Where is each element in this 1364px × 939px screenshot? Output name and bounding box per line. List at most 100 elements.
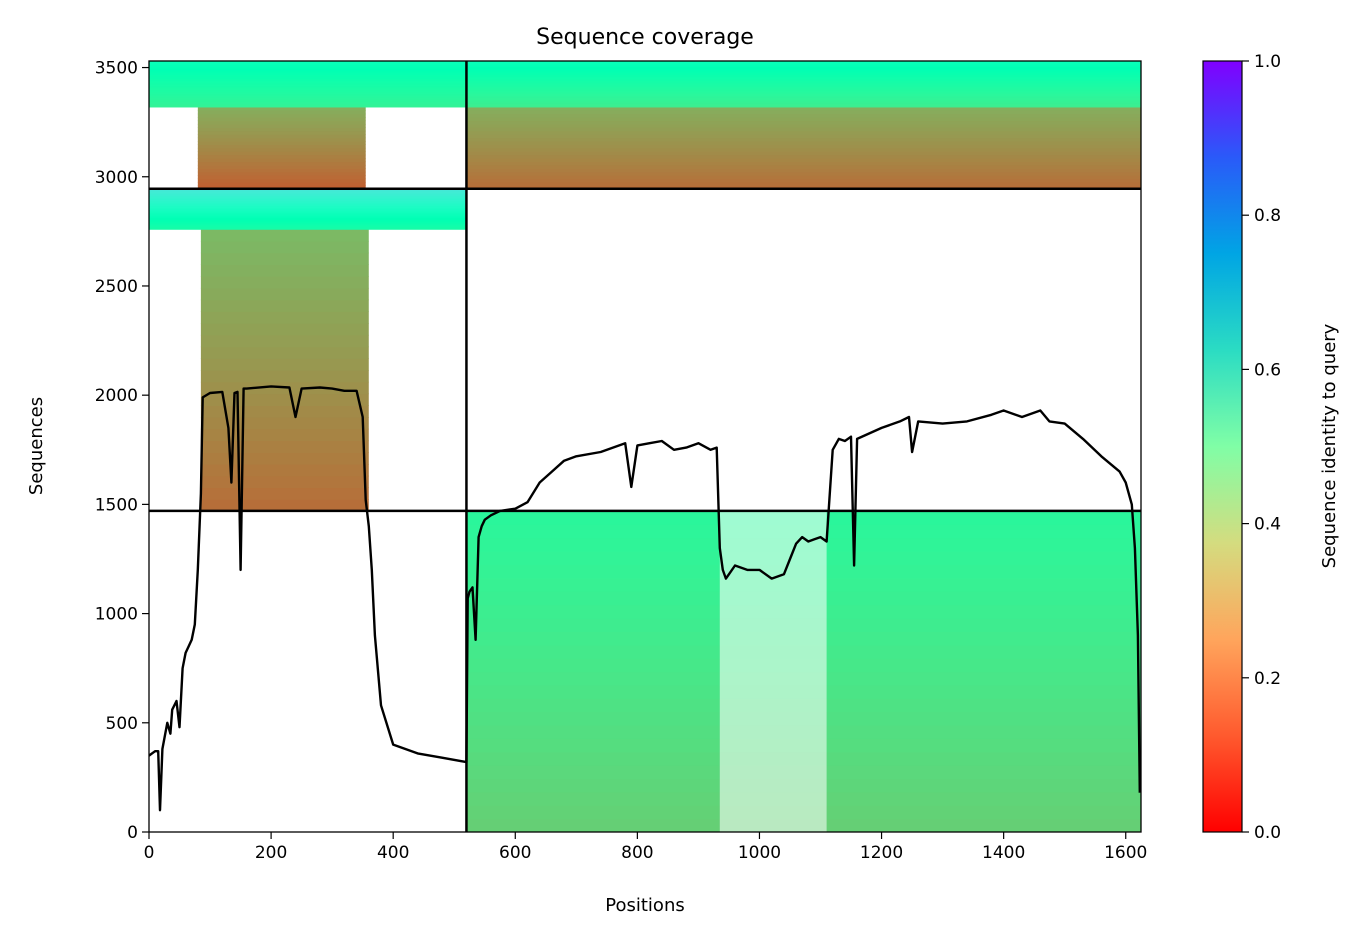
msa-band bbox=[197, 120, 366, 125]
msa-block-chain-A-unpaired-upper-core bbox=[197, 106, 366, 190]
msa-band bbox=[197, 140, 366, 146]
x-tick-label: 800 bbox=[621, 843, 653, 863]
colorbar-gradient bbox=[1202, 60, 1243, 833]
msa-band bbox=[197, 175, 366, 180]
msa-band bbox=[149, 103, 467, 106]
msa-band bbox=[466, 154, 1141, 159]
msa-band bbox=[466, 83, 1141, 87]
plot-area bbox=[148, 60, 1142, 833]
colorbar-tick-label: 0.8 bbox=[1254, 206, 1281, 226]
msa-band bbox=[466, 181, 1141, 186]
x-tick-label: 1400 bbox=[982, 843, 1025, 863]
msa-band bbox=[197, 144, 366, 149]
msa-band bbox=[466, 127, 1141, 132]
msa-band bbox=[149, 222, 467, 225]
x-axis: 0 200 400 600 800 1000 1200 1400 1600 bbox=[144, 832, 1147, 863]
y-tick-label: 0 bbox=[127, 823, 138, 843]
msa-band bbox=[466, 93, 1141, 97]
x-tick-label: 1600 bbox=[1104, 843, 1147, 863]
y-tick-label: 1500 bbox=[95, 495, 138, 515]
x-tick-label: 400 bbox=[377, 843, 409, 863]
msa-band bbox=[149, 61, 467, 64]
msa-band bbox=[200, 311, 369, 324]
msa-band bbox=[149, 193, 467, 197]
colorbar: 0.0 0.2 0.4 0.6 0.8 1.0 Sequence identity to … bbox=[1202, 52, 1340, 843]
y-axis: 0 500 1000 1500 2000 2500 3000 3500 bbox=[95, 59, 149, 843]
x-tick-label: 200 bbox=[255, 843, 287, 863]
msa-band bbox=[466, 78, 1141, 81]
msa-band bbox=[466, 175, 1141, 180]
msa-band bbox=[466, 74, 1141, 77]
msa-band bbox=[466, 89, 1141, 93]
msa-band bbox=[149, 82, 467, 85]
msa-band bbox=[200, 299, 369, 312]
msa-band bbox=[466, 144, 1141, 149]
x-axis-label: Positions bbox=[605, 895, 684, 916]
msa-band bbox=[149, 89, 467, 93]
msa-band bbox=[197, 110, 366, 115]
msa-band bbox=[466, 85, 1141, 89]
msa-band bbox=[466, 70, 1141, 74]
msa-band bbox=[466, 82, 1141, 85]
msa-band bbox=[149, 104, 467, 108]
msa-band bbox=[466, 103, 1141, 106]
msa-band bbox=[466, 106, 1141, 111]
msa-band bbox=[466, 68, 1141, 72]
msa-band bbox=[200, 463, 369, 477]
x-tick-label: 600 bbox=[499, 843, 531, 863]
msa-band bbox=[466, 62, 1141, 66]
msa-band bbox=[149, 202, 467, 205]
msa-band bbox=[200, 475, 369, 489]
colorbar-tick-label: 0.6 bbox=[1254, 360, 1281, 380]
msa-band bbox=[197, 158, 366, 163]
x-tick-label: 1200 bbox=[860, 843, 903, 863]
msa-band bbox=[197, 147, 366, 152]
msa-band bbox=[466, 64, 1141, 68]
coverage-line bbox=[149, 385, 1141, 812]
y-axis-label: Sequences bbox=[26, 397, 47, 495]
msa-band bbox=[149, 197, 467, 200]
msa-band bbox=[149, 225, 467, 229]
msa-band bbox=[197, 178, 366, 183]
msa-band bbox=[466, 76, 1141, 79]
msa-band bbox=[466, 134, 1141, 139]
msa-band bbox=[466, 87, 1141, 91]
msa-band bbox=[197, 161, 366, 166]
y-tick-label: 3500 bbox=[95, 59, 138, 79]
msa-band bbox=[149, 87, 467, 91]
msa-block-paired bbox=[466, 510, 1141, 832]
msa-band bbox=[149, 195, 467, 198]
colorbar-tick-label: 0.0 bbox=[1254, 823, 1281, 843]
msa-band bbox=[197, 181, 366, 186]
msa-band bbox=[466, 140, 1141, 146]
msa-band bbox=[200, 452, 369, 465]
msa-band bbox=[466, 117, 1141, 122]
msa-band bbox=[466, 168, 1141, 173]
y-tick-label: 500 bbox=[106, 714, 138, 734]
msa-band bbox=[466, 99, 1141, 102]
msa-band bbox=[149, 72, 467, 75]
msa-band bbox=[200, 358, 369, 371]
msa-band bbox=[466, 113, 1141, 118]
msa-band bbox=[197, 171, 366, 176]
msa-band bbox=[200, 229, 369, 242]
chart-title: Sequence coverage bbox=[536, 25, 754, 50]
msa-band bbox=[200, 487, 369, 500]
msa-band bbox=[466, 123, 1141, 128]
msa-band bbox=[200, 346, 369, 359]
msa-band bbox=[149, 76, 467, 79]
msa-band bbox=[197, 113, 366, 118]
colorbar-tick-label: 1.0 bbox=[1254, 52, 1281, 72]
msa-band bbox=[466, 80, 1141, 83]
msa-band bbox=[200, 252, 369, 265]
msa-block-chain-A-unpaired-upper-top bbox=[149, 61, 467, 108]
msa-band bbox=[149, 83, 467, 87]
plot-frame bbox=[148, 60, 1142, 833]
msa-block-chain-B-unpaired-lower bbox=[466, 106, 1141, 190]
msa-band bbox=[149, 214, 467, 217]
msa-band bbox=[149, 210, 467, 213]
msa-band bbox=[466, 97, 1141, 100]
msa-band bbox=[466, 161, 1141, 166]
msa-band bbox=[197, 106, 366, 111]
